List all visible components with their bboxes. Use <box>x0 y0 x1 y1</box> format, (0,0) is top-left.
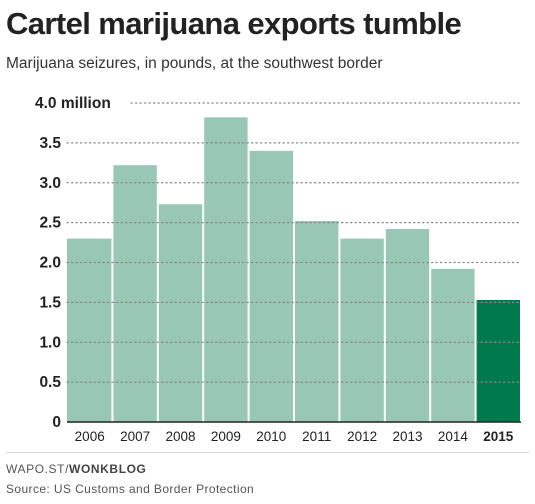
x-tick-label-2008: 2008 <box>165 429 195 444</box>
x-tick-label-2013: 2013 <box>392 429 422 444</box>
x-tick-label-2009: 2009 <box>211 429 241 444</box>
x-tick-label-2007: 2007 <box>120 429 150 444</box>
y-tick-label: 1.5 <box>39 294 61 311</box>
x-tick-label-2010: 2010 <box>256 429 286 444</box>
credit-line: WAPO.ST/WONKBLOG <box>6 462 147 476</box>
x-tick-label-2011: 2011 <box>302 429 331 444</box>
bar-2008 <box>158 204 203 422</box>
credit-prefix: WAPO.ST/ <box>6 462 70 476</box>
y-tick-label: 3.5 <box>39 135 61 152</box>
bar-2013 <box>385 229 430 422</box>
chart-subtitle: Marijuana seizures, in pounds, at the so… <box>6 55 383 72</box>
chart-title: Cartel marijuana exports tumble <box>6 6 462 41</box>
y-tick-label: 2.0 <box>39 255 61 272</box>
y-tick-label: 1.0 <box>39 334 61 351</box>
bar-chart: 0 0.5 1.0 1.5 2.0 2.5 3.0 3.5 4.0 million 2006 200… <box>35 95 522 444</box>
bar-2006 <box>67 238 112 422</box>
x-tick-label-2006: 2006 <box>75 429 105 444</box>
y-tick-label: 3.0 <box>39 175 61 192</box>
y-tick-label: 0 <box>52 414 61 431</box>
x-tick-label-2012: 2012 <box>347 429 377 444</box>
y-tick-label: 4.0 million <box>35 95 111 112</box>
x-tick-label-2014: 2014 <box>438 429 469 444</box>
y-tick-label: 2.5 <box>39 215 61 232</box>
y-tick-label: 0.5 <box>39 374 61 391</box>
bar-2011 <box>295 221 339 422</box>
bar-2015 <box>476 299 520 422</box>
source-note: Source: US Customs and Border Protection <box>6 482 255 496</box>
bar-2009 <box>204 117 248 423</box>
x-tick-label-2015: 2015 <box>483 429 514 444</box>
footer-divider <box>6 452 529 453</box>
bar-2014 <box>431 268 475 422</box>
credit-brand: WONKBLOG <box>69 462 147 476</box>
bar-2007 <box>113 165 157 422</box>
bar-2012 <box>340 238 384 422</box>
bar-2010 <box>249 150 293 422</box>
